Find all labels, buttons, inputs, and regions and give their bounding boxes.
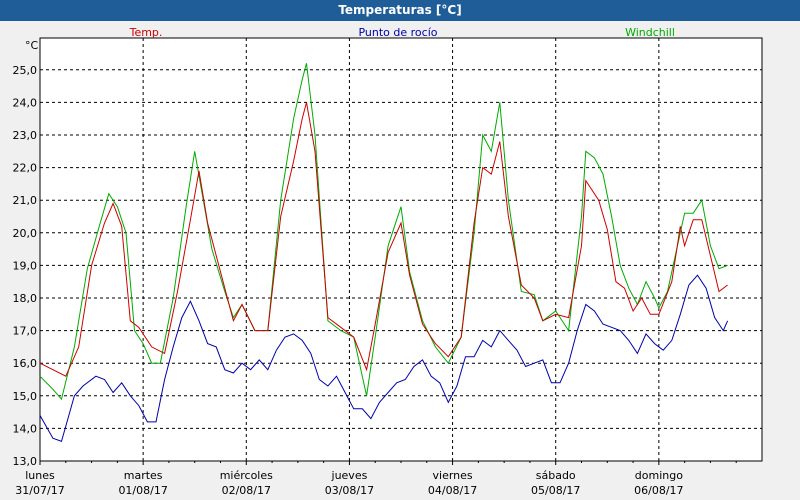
y-tick-label: 18,0	[13, 292, 38, 305]
x-tick-date: 03/08/17	[325, 484, 374, 497]
series-line-dewpoint	[39, 274, 729, 443]
y-tick-label: 14,0	[13, 422, 38, 435]
x-tick-day: lunes	[25, 469, 55, 482]
legend-temp: Temp.	[129, 26, 163, 39]
y-tick-label: 22,0	[13, 162, 38, 175]
x-tick-day: sábado	[536, 469, 576, 482]
y-tick-label: 23,0	[13, 129, 38, 142]
y-tick-label: 19,0	[13, 259, 38, 272]
y-axis-label: °C	[25, 39, 39, 52]
y-tick-label: 25,0	[13, 64, 38, 77]
x-tick-day: martes	[124, 469, 163, 482]
y-tick-label: 24,0	[13, 96, 38, 109]
y-tick-label: 13,0	[13, 455, 38, 468]
legend-windchill: Windchill	[625, 26, 675, 39]
x-tick-date: 06/08/17	[634, 484, 683, 497]
x-tick-day: viernes	[433, 469, 473, 482]
legend-dewpoint: Punto de rocío	[358, 26, 437, 39]
y-tick-label: 21,0	[13, 194, 38, 207]
y-tick-label: 16,0	[13, 357, 38, 370]
x-tick-date: 05/08/17	[531, 484, 580, 497]
y-tick-label: 20,0	[13, 227, 38, 240]
y-tick-label: 15,0	[13, 390, 38, 403]
series-line-windchill	[39, 63, 728, 401]
x-tick-date: 04/08/17	[428, 484, 477, 497]
x-tick-date: 01/08/17	[118, 484, 167, 497]
x-tick-date: 02/08/17	[222, 484, 271, 497]
series-line-temp	[39, 102, 728, 377]
y-tick-label: 17,0	[13, 325, 38, 338]
x-tick-date: 31/07/17	[15, 484, 64, 497]
x-tick-day: domingo	[635, 469, 683, 482]
x-tick-day: miércoles	[220, 469, 273, 482]
plot-area	[39, 37, 763, 462]
window-title: Temperaturas [°C]	[0, 0, 800, 21]
x-tick-day: jueves	[331, 469, 368, 482]
